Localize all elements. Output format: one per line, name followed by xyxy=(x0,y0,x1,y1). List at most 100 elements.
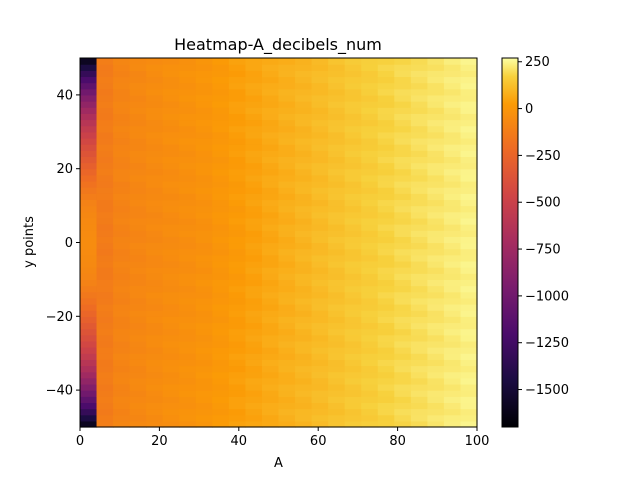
x-tick-label: 20 xyxy=(151,434,168,449)
heatmap-cell xyxy=(163,402,180,409)
heatmap-cell xyxy=(146,132,163,139)
heatmap-cell xyxy=(460,132,477,139)
heatmap-cell xyxy=(460,304,477,311)
heatmap-cell xyxy=(163,120,180,127)
heatmap-cell xyxy=(163,206,180,213)
heatmap-cell xyxy=(345,169,362,176)
heatmap-cell xyxy=(212,310,229,317)
heatmap-cell xyxy=(80,322,97,329)
heatmap-cell xyxy=(444,402,461,409)
heatmap-cell xyxy=(345,359,362,366)
heatmap-cell xyxy=(163,175,180,182)
heatmap-cell xyxy=(212,384,229,391)
heatmap-cell xyxy=(460,378,477,385)
heatmap-cell xyxy=(130,138,147,145)
heatmap-cell xyxy=(113,243,130,250)
heatmap-cell xyxy=(279,415,296,422)
heatmap-cell xyxy=(345,310,362,317)
heatmap-cell xyxy=(212,58,229,65)
heatmap-cell xyxy=(378,83,395,90)
heatmap-cell xyxy=(212,322,229,329)
heatmap-cell xyxy=(245,144,262,151)
heatmap-cell xyxy=(378,126,395,133)
heatmap-cell xyxy=(262,70,279,77)
heatmap-cell xyxy=(97,366,114,373)
heatmap-cell xyxy=(460,163,477,170)
heatmap-cell xyxy=(97,120,114,127)
heatmap-cell xyxy=(279,230,296,237)
heatmap-cell xyxy=(179,384,196,391)
heatmap-cell xyxy=(113,95,130,102)
heatmap-cell xyxy=(427,126,444,133)
heatmap-cell xyxy=(460,58,477,65)
heatmap-cell xyxy=(460,199,477,206)
heatmap-cell xyxy=(411,150,428,157)
chart-title: Heatmap-A_decibels_num xyxy=(174,35,382,55)
heatmap-cell xyxy=(179,83,196,90)
heatmap-cell xyxy=(345,187,362,194)
heatmap-cell xyxy=(179,347,196,354)
heatmap-cell xyxy=(80,76,97,83)
heatmap-cell xyxy=(361,415,378,422)
heatmap-cell xyxy=(312,83,329,90)
heatmap-cell xyxy=(394,126,411,133)
heatmap-cell xyxy=(295,224,312,231)
heatmap-cell xyxy=(394,236,411,243)
heatmap-cell xyxy=(328,76,345,83)
heatmap-cell xyxy=(378,353,395,360)
heatmap-cell xyxy=(113,144,130,151)
heatmap-cell xyxy=(212,347,229,354)
heatmap-cell xyxy=(212,144,229,151)
heatmap-cell xyxy=(460,76,477,83)
heatmap-cell xyxy=(345,132,362,139)
heatmap-cell xyxy=(427,224,444,231)
heatmap-cell xyxy=(427,255,444,262)
heatmap-cell xyxy=(212,101,229,108)
heatmap-cell xyxy=(312,218,329,225)
heatmap-cell xyxy=(97,230,114,237)
heatmap-cell xyxy=(361,218,378,225)
heatmap-cell xyxy=(411,236,428,243)
heatmap-cell xyxy=(130,353,147,360)
heatmap-cell xyxy=(196,64,213,71)
heatmap-cell xyxy=(279,329,296,336)
heatmap-cell xyxy=(212,181,229,188)
heatmap-cell xyxy=(295,95,312,102)
heatmap-cell xyxy=(460,409,477,416)
heatmap-cell xyxy=(361,64,378,71)
heatmap-cell xyxy=(378,415,395,422)
heatmap-cell xyxy=(312,156,329,163)
heatmap-cell xyxy=(378,187,395,194)
heatmap-cell xyxy=(361,150,378,157)
heatmap-cell xyxy=(212,255,229,262)
heatmap-cell xyxy=(179,95,196,102)
heatmap-cell xyxy=(212,70,229,77)
heatmap-cell xyxy=(130,175,147,182)
heatmap-cell xyxy=(130,286,147,293)
heatmap-cell xyxy=(212,243,229,250)
heatmap-cell xyxy=(146,286,163,293)
heatmap-cell xyxy=(113,298,130,305)
heatmap-cell xyxy=(460,95,477,102)
heatmap-cell xyxy=(411,206,428,213)
heatmap-cell xyxy=(295,322,312,329)
heatmap-cell xyxy=(279,95,296,102)
heatmap-cell xyxy=(361,138,378,145)
heatmap-cell xyxy=(279,347,296,354)
heatmap-cell xyxy=(394,64,411,71)
heatmap-cell xyxy=(212,212,229,219)
heatmap-cell xyxy=(212,83,229,90)
heatmap-cell xyxy=(378,70,395,77)
heatmap-cell xyxy=(212,261,229,268)
heatmap-cell xyxy=(179,279,196,286)
heatmap-cell xyxy=(394,175,411,182)
heatmap-cell xyxy=(444,218,461,225)
heatmap-cell xyxy=(279,255,296,262)
heatmap-cell xyxy=(80,126,97,133)
heatmap-cell xyxy=(427,64,444,71)
heatmap-cell xyxy=(444,243,461,250)
heatmap-cell xyxy=(229,273,246,280)
heatmap-cell xyxy=(212,95,229,102)
heatmap-cell xyxy=(378,409,395,416)
heatmap-cell xyxy=(245,64,262,71)
